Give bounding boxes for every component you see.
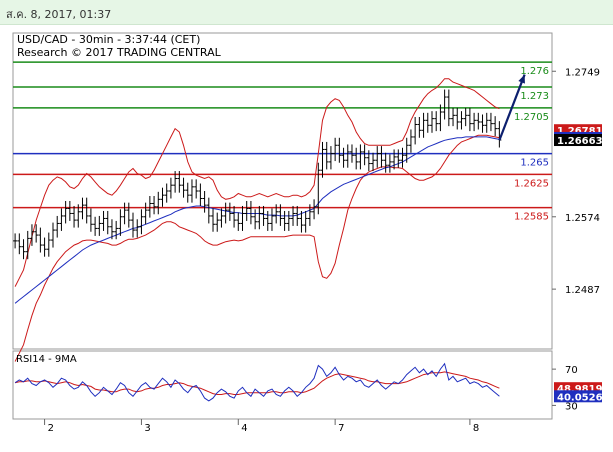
bollinger-upper	[14, 78, 500, 287]
rsi-ma-line	[14, 371, 500, 395]
level-label: 1.2625	[514, 178, 549, 189]
price-chart: 1.276 1.273 1.2705 1.265 1.2625 1.2585 1.2749…	[12, 32, 603, 434]
y-tick-label: 1.2574	[565, 213, 600, 224]
level-label: 1.2585	[514, 212, 549, 223]
y-axis: 1.2749 1.2574 1.2487	[552, 67, 600, 296]
level-label: 1.2705	[514, 112, 549, 123]
chart-subtitle: Research © 2017 TRADING CENTRAL	[17, 46, 222, 59]
forecast-arrow-layer	[498, 74, 526, 141]
price-badge-label: 1.26663	[557, 136, 603, 147]
y-tick-label: 1.2487	[565, 285, 600, 296]
levels-layer: 1.276 1.273 1.2705 1.265 1.2625 1.2585	[13, 61, 552, 223]
candles-layer	[13, 89, 502, 260]
forecast-arrow-head	[518, 74, 525, 84]
x-tick-label: 2	[48, 423, 54, 434]
bands-layer	[14, 78, 500, 362]
x-tick-label: 7	[338, 423, 344, 434]
y-tick-label: 1.2749	[565, 67, 600, 78]
x-axis: 2 3 4 7 8	[44, 419, 479, 434]
rsi-tick-label: 70	[565, 365, 578, 376]
x-tick-label: 8	[473, 423, 479, 434]
rsi-badge-label: 40.0526	[557, 392, 603, 403]
main-plot-frame	[12, 32, 553, 350]
timestamp-bar: ส.ค. 8, 2017, 01:37	[0, 0, 613, 25]
chart-title: USD/CAD - 30min - 3:37:44 (CET)	[17, 33, 200, 46]
price-badge-label: 1.26781	[557, 126, 603, 137]
level-label: 1.276	[520, 66, 549, 77]
moving-average	[14, 136, 500, 304]
x-tick-label: 3	[144, 423, 150, 434]
level-label: 1.273	[520, 91, 549, 102]
rsi-badge-label: 48.9819	[557, 384, 603, 395]
rsi-label: RSI14 - 9MA	[16, 354, 77, 365]
rsi-tick-label: 30	[565, 401, 578, 412]
price-badge	[554, 134, 602, 147]
x-tick-label: 4	[241, 423, 247, 434]
rsi-plot-frame	[12, 350, 553, 420]
level-label: 1.265	[520, 158, 549, 169]
timestamp: ส.ค. 8, 2017, 01:37	[6, 8, 112, 21]
bollinger-lower	[14, 134, 500, 362]
rsi-line	[14, 362, 500, 402]
rsi-badge	[554, 390, 602, 403]
forecast-arrow	[498, 74, 526, 141]
